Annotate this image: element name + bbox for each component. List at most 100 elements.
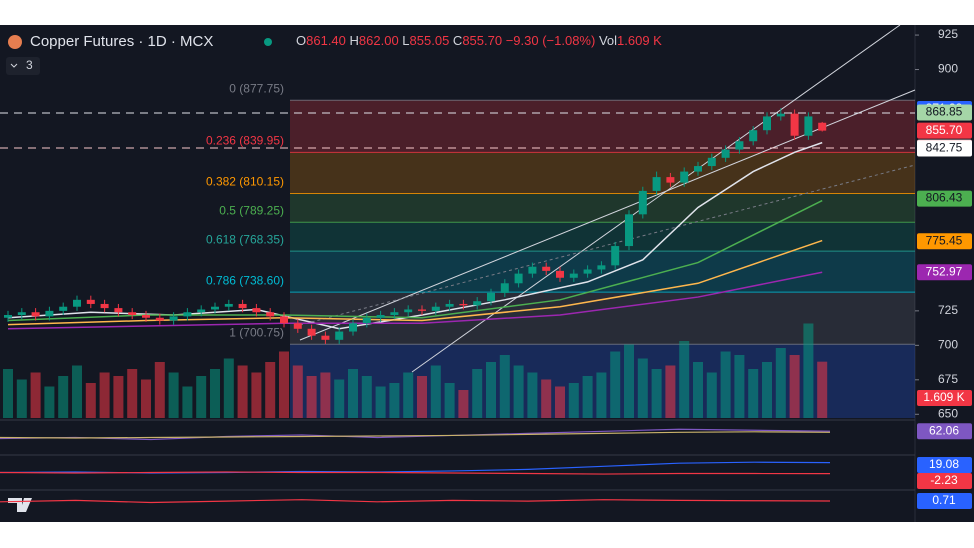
fib-band (290, 251, 915, 293)
volume-bar (499, 355, 510, 418)
volume-bar (251, 372, 262, 418)
volume-bar (141, 379, 151, 418)
candle-body (638, 190, 647, 215)
l-label: L (402, 33, 409, 48)
volume-bar (196, 376, 207, 418)
candle-body (804, 116, 813, 136)
symbol-title[interactable]: Copper Futures · 1D · MCX (30, 33, 213, 50)
candle-body (473, 301, 482, 306)
volume-bar (706, 372, 717, 418)
high: 862.00 (359, 33, 399, 48)
volume-bar (444, 383, 455, 418)
y-tick-label: 700 (938, 338, 958, 352)
volume-bar (72, 365, 82, 418)
trend-line (411, 24, 901, 373)
change: −9.30 (−1.08%) (506, 33, 596, 48)
volume-bar (734, 355, 745, 418)
candle-body (459, 303, 468, 306)
price-label: 868.85 (926, 105, 963, 119)
volume-bar (417, 376, 427, 418)
volume-bar (3, 369, 13, 418)
volume-bar (541, 379, 552, 418)
candle-body (280, 316, 288, 324)
indicator-line (0, 431, 831, 439)
volume-bar (679, 341, 690, 418)
volume-bar (58, 376, 69, 418)
chevron (10, 63, 18, 68)
volume-bar (637, 358, 648, 418)
axis-label-bg (917, 473, 972, 489)
status-dot (264, 38, 272, 46)
candle-body (293, 323, 302, 329)
candle-body (238, 303, 247, 309)
indicator-count: 3 (26, 58, 33, 72)
volume-bar (306, 376, 317, 418)
indicators-toggle[interactable] (6, 57, 40, 75)
fib-label: 0.382 (810.15) (206, 175, 284, 189)
axis-label: -2.23 (930, 473, 958, 487)
price-label-bg (917, 140, 972, 157)
candle-body (114, 308, 123, 313)
indicator-line (0, 471, 831, 475)
volume-bar (127, 369, 138, 418)
volume-bar (389, 383, 400, 418)
volume-bar (168, 372, 179, 418)
fib-band (290, 152, 915, 194)
volume-bar (762, 362, 772, 418)
axis-label-bg (917, 457, 972, 473)
volume-bar (237, 365, 248, 418)
candle-body (211, 306, 219, 310)
candle-body (362, 317, 371, 324)
volume-bar (748, 369, 759, 418)
candle-body (142, 314, 150, 318)
candle-body (155, 317, 164, 321)
volume-bar (430, 365, 441, 418)
close: 855.70 (462, 33, 502, 48)
volume-bar (154, 362, 165, 418)
volume-bar (582, 376, 593, 418)
symbol-icon (8, 35, 22, 49)
axis-label: 0.71 (932, 493, 956, 507)
volume-bar (596, 372, 607, 418)
y-tick-label: 725 (938, 303, 958, 317)
candle-body (569, 273, 578, 278)
volume-bar (44, 386, 55, 418)
axis-label-bg (917, 493, 972, 510)
candle-body (790, 113, 799, 136)
volume-bar (624, 344, 634, 418)
volume-bar (486, 362, 496, 418)
trend-line (299, 164, 916, 326)
volume-bar (279, 351, 289, 418)
candle-body (818, 122, 827, 131)
fib-label: 0.236 (839.95) (206, 134, 284, 148)
h-label: H (350, 33, 359, 48)
price-label-bg (917, 122, 972, 139)
candle-body (721, 149, 730, 158)
volume-bar (527, 372, 538, 418)
candle-body (169, 316, 178, 321)
volume-bar (775, 348, 786, 418)
volume-bar (403, 372, 414, 418)
volume-bar (610, 351, 621, 418)
volume-bar (99, 372, 110, 418)
volume-bar (292, 365, 303, 418)
price-label-bg (917, 264, 972, 281)
volume-bar (182, 386, 193, 418)
volume-bar (16, 379, 27, 418)
candle-body (763, 116, 771, 131)
volume-bar (30, 372, 41, 418)
candle-body (418, 309, 426, 311)
volume-bar (210, 369, 220, 418)
volume-bar (651, 369, 662, 418)
candle-body (390, 312, 399, 315)
y-tick-label: 675 (938, 372, 958, 386)
candle-body (694, 166, 702, 172)
price-label: 806.43 (926, 191, 963, 205)
indicator-line (0, 499, 831, 504)
candle-body (197, 309, 206, 313)
candle-body (611, 246, 620, 266)
candle-body (542, 266, 551, 271)
candle-body (597, 265, 606, 270)
volume-bar (223, 358, 234, 418)
